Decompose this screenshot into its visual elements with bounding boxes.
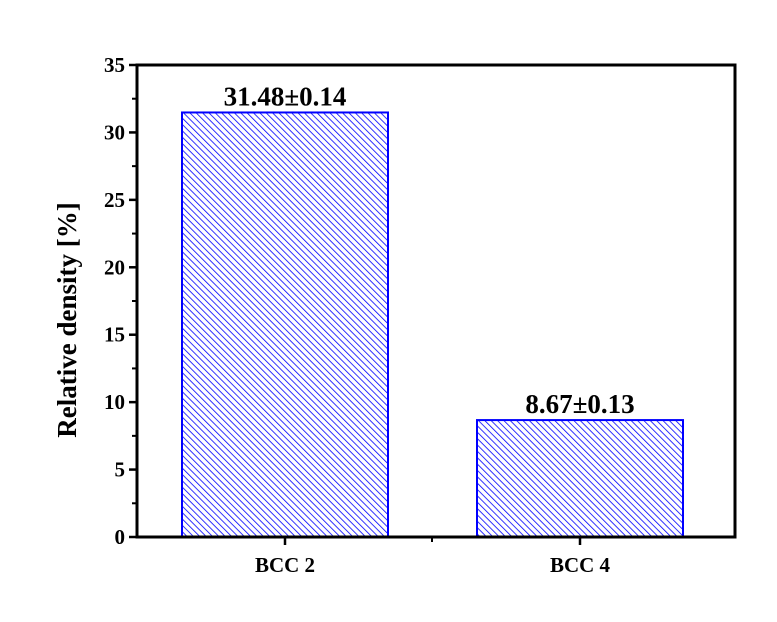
x-tick-label: BCC 2 [255,553,315,577]
plot-frame [135,63,737,539]
x-tick-label: BCC 4 [550,553,611,577]
y-tick-label: 5 [115,458,126,482]
y-axis-label: Relative density [%] [52,202,82,437]
y-tick-label: 15 [104,323,125,347]
data-label: 31.48±0.14 [224,81,347,111]
y-tick-label: 10 [104,390,125,414]
y-tick-label: 35 [104,53,125,77]
y-tick-label: 30 [104,120,125,144]
y-tick-label: 25 [104,188,125,212]
y-tick-label: 20 [104,255,125,279]
y-tick-label: 0 [115,525,126,549]
data-label: 8.67±0.13 [525,389,634,419]
bar-bcc-4 [476,419,684,538]
bar-bcc-2 [181,111,389,538]
